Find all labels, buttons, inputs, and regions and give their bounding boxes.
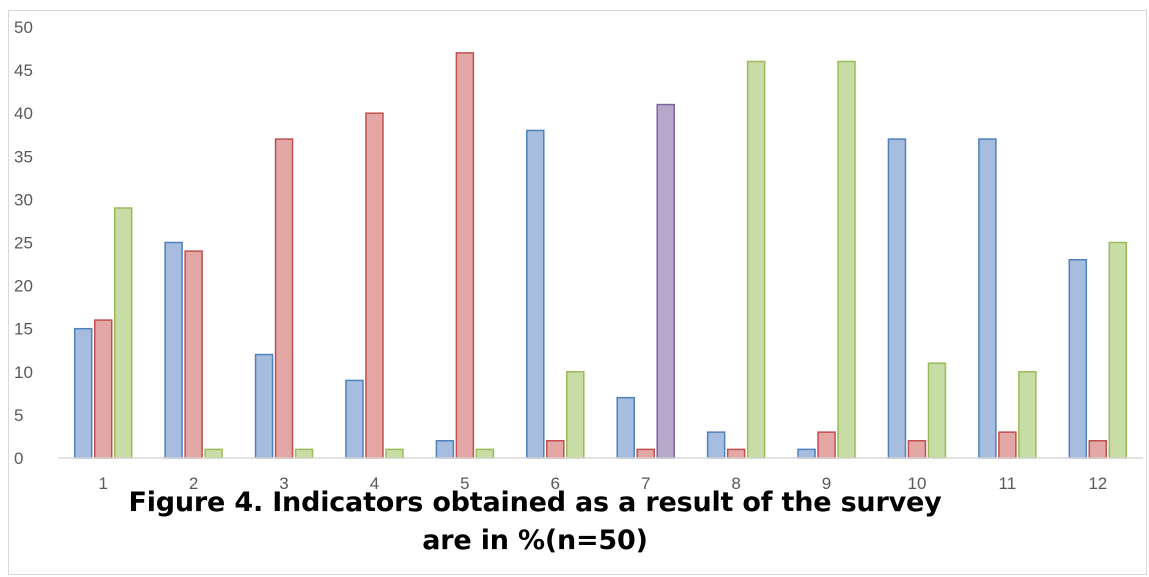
x-tick-label: 1: [98, 474, 107, 493]
caption-line-1: Figure 4. Indicators obtained as a resul…: [128, 487, 942, 518]
bar-series-2-cat-10: [907, 440, 927, 459]
bar-series-1-cat-6: [526, 129, 545, 459]
bar-series-2-cat-4: [365, 112, 384, 459]
y-tick-label: 45: [14, 61, 33, 80]
bar-series-1-cat-12: [1068, 258, 1088, 459]
x-tick-label: 3: [279, 474, 288, 493]
y-tick-label: 0: [14, 449, 23, 468]
x-tick-label: 10: [907, 474, 926, 493]
bar-series-1-cat-10: [887, 138, 907, 459]
y-tick-label: 5: [14, 406, 23, 425]
bar-series-3-cat-8: [746, 60, 766, 459]
x-tick-label: 11: [999, 474, 1017, 493]
bar-series-1-cat-7: [616, 396, 635, 459]
bar-series-1-cat-11: [978, 138, 997, 459]
x-tick-label: 7: [641, 474, 650, 493]
x-tick-label: 2: [189, 474, 198, 493]
bar-series-2-cat-12: [1088, 440, 1108, 459]
bar-series-2-cat-1: [93, 319, 113, 459]
bar-series-2-cat-3: [274, 138, 294, 459]
bar-series-3-cat-2: [204, 448, 223, 459]
bar-series-2-cat-8: [726, 448, 746, 459]
bar-series-3-cat-6: [566, 371, 585, 459]
y-tick-label: 40: [14, 104, 33, 123]
bar-series-3-cat-3: [294, 448, 314, 459]
x-tick-label: 8: [731, 474, 740, 493]
bar-series-2-cat-9: [817, 431, 836, 459]
bars: [73, 52, 1128, 459]
bar-series-2-cat-7: [636, 448, 655, 459]
y-tick-label: 25: [14, 234, 33, 253]
y-tick-label: 30: [14, 190, 33, 209]
x-tick-label: 6: [551, 474, 560, 493]
y-tick-label: 50: [14, 18, 33, 37]
x-tick-label: 5: [460, 474, 469, 493]
figure-caption: Figure 4. Indicators obtained as a resul…: [60, 484, 1010, 560]
bar-series-1-cat-9: [797, 448, 816, 459]
bar-series-1-cat-5: [435, 440, 455, 459]
chart-frame: [8, 10, 1147, 575]
bar-series-3-cat-10: [927, 362, 947, 459]
bar-series-3-cat-12: [1108, 241, 1128, 459]
bar-series-2-cat-5: [455, 52, 475, 459]
bar-series-3-cat-5: [475, 448, 495, 459]
bar-series-2-cat-6: [546, 440, 565, 459]
bar-series-2-cat-2: [184, 250, 203, 459]
x-tick-label: 12: [1088, 474, 1107, 493]
y-tick-label: 15: [14, 320, 33, 339]
x-axis-ticks: 1 2 3 4 5 6 7 8 9 10 11 12: [98, 474, 1107, 493]
bar-series-4-cat-7: [656, 103, 675, 459]
y-tick-label: 20: [14, 277, 33, 296]
bar-series-1-cat-1: [73, 327, 93, 459]
bar-series-1-cat-8: [706, 431, 726, 459]
bar-series-1-cat-4: [345, 379, 364, 459]
bar-series-1-cat-3: [254, 353, 274, 459]
bar-series-3-cat-1: [113, 207, 133, 459]
caption-line-2: are in %(n=50): [422, 525, 648, 556]
bar-series-3-cat-11: [1018, 371, 1037, 459]
bar-series-3-cat-9: [837, 60, 856, 459]
bar-series-1-cat-2: [164, 241, 183, 459]
y-axis-ticks: 0 5 10 15 20 25 30 35 40 45 50: [14, 18, 33, 468]
y-tick-label: 35: [14, 147, 33, 166]
x-tick-label: 4: [370, 474, 379, 493]
x-tick-label: 9: [822, 474, 831, 493]
y-tick-label: 10: [14, 363, 33, 382]
bar-series-3-cat-4: [385, 448, 404, 459]
bar-series-2-cat-11: [998, 431, 1017, 459]
